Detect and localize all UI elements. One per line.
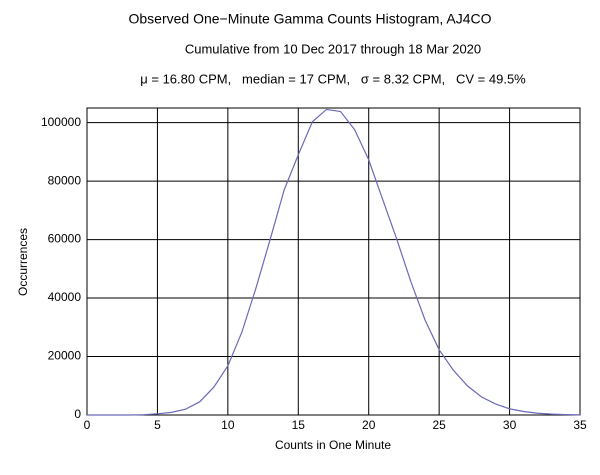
x-axis-label: Counts in One Minute <box>275 438 391 452</box>
x-tick-label: 15 <box>292 418 306 432</box>
y-axis-label: Occurrences <box>16 228 30 296</box>
chart-title: Observed One−Minute Gamma Counts Histogr… <box>129 11 492 27</box>
y-tick-label: 40000 <box>48 290 82 304</box>
x-tick-label: 5 <box>154 418 161 432</box>
x-tick-label: 35 <box>573 418 587 432</box>
y-tick-label: 60000 <box>48 232 82 246</box>
y-tick-label: 100000 <box>41 115 81 129</box>
y-tick-label: 80000 <box>48 173 82 187</box>
y-tick-label: 0 <box>74 407 81 421</box>
x-tick-label: 10 <box>221 418 235 432</box>
x-tick-label: 25 <box>432 418 446 432</box>
stats-annotation: μ = 16.80 CPM, median = 17 CPM, σ = 8.32… <box>140 71 526 86</box>
x-tick-label: 20 <box>362 418 376 432</box>
chart-subtitle: Cumulative from 10 Dec 2017 through 18 M… <box>185 41 481 56</box>
y-tick-label: 20000 <box>48 349 82 363</box>
x-tick-label: 0 <box>84 418 91 432</box>
plot-frame <box>86 107 581 416</box>
x-tick-label: 30 <box>503 418 517 432</box>
data-line <box>87 108 581 416</box>
